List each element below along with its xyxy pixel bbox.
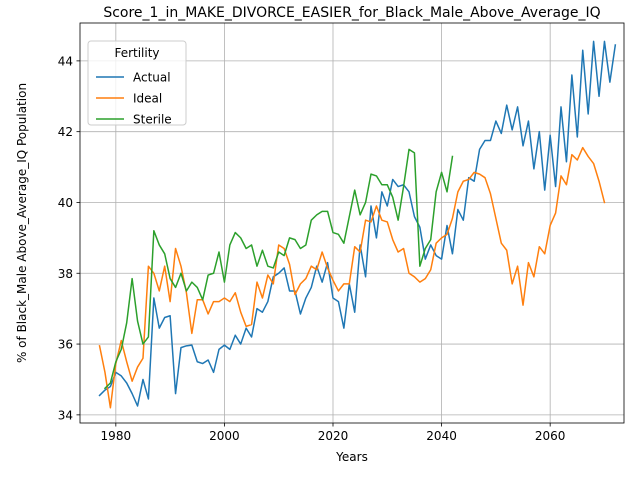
y-tick-label: 44 [58, 54, 73, 68]
plot-frame [79, 22, 625, 424]
legend: Fertility Actual Ideal Sterile [87, 40, 187, 127]
series-lines [98, 40, 617, 409]
grid [80, 23, 624, 423]
y-tick-label: 42 [58, 125, 73, 139]
legend-label-sterile: Sterile [133, 113, 172, 127]
x-tick-label: 2000 [209, 429, 240, 443]
y-tick-label: 38 [58, 267, 73, 281]
x-tick-label: 2040 [426, 429, 457, 443]
series-line-actual [98, 40, 617, 407]
y-tick-label: 40 [58, 196, 73, 210]
x-tick-label: 1980 [101, 429, 132, 443]
legend-title: Fertility [114, 46, 159, 60]
legend-items: Actual Ideal Sterile [96, 71, 172, 127]
x-tick-label: 2060 [535, 429, 566, 443]
legend-box [87, 40, 187, 126]
y-tick-label: 34 [58, 408, 73, 422]
series-line-ideal [98, 146, 606, 409]
series-line-sterile [103, 148, 454, 390]
legend-label-ideal: Ideal [133, 92, 162, 106]
axis-ticks: 1980 2000 2020 2040 2060 34 36 38 40 42 44 [58, 54, 566, 443]
legend-label-actual: Actual [133, 71, 171, 85]
chart-title: Score_1_in_MAKE_DIVORCE_EASIER_for_Black… [103, 5, 600, 21]
x-tick-label: 2020 [318, 429, 349, 443]
y-tick-label: 36 [58, 338, 73, 352]
x-axis-label: Years [335, 450, 368, 464]
y-axis-label: % of Black_Male Above_Average_IQ Populat… [15, 83, 29, 363]
